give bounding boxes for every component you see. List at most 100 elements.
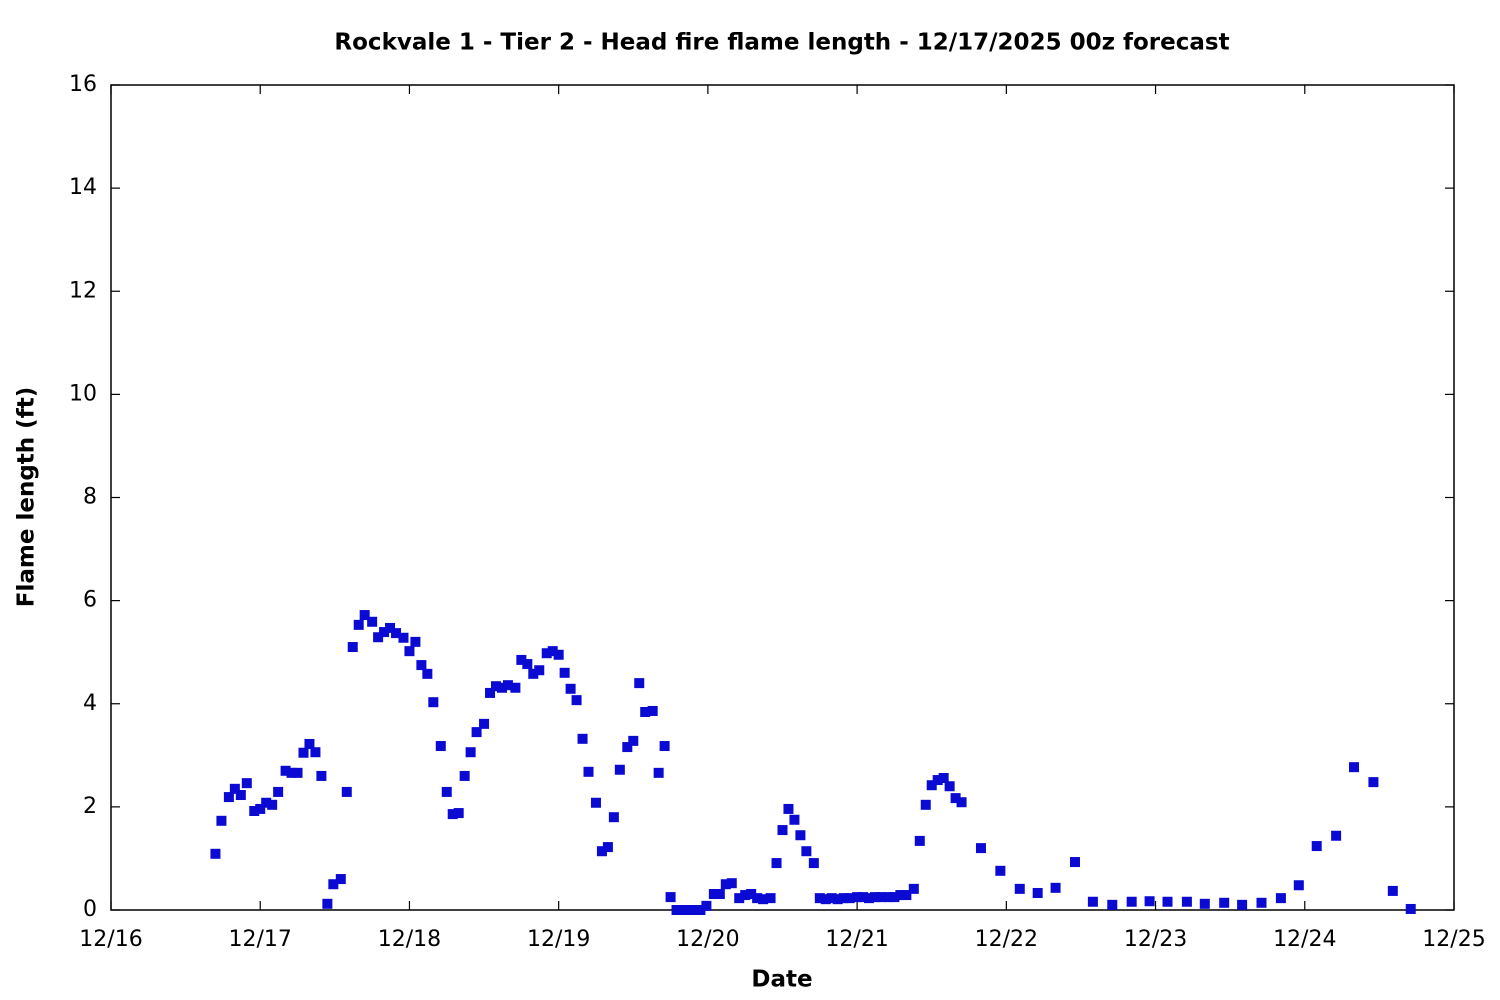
point [261, 797, 272, 808]
point [1387, 885, 1398, 896]
point [516, 654, 527, 665]
point [920, 799, 931, 810]
point [465, 747, 476, 758]
point [367, 616, 378, 627]
point [590, 797, 601, 808]
point [459, 770, 470, 781]
point [441, 786, 452, 797]
point [322, 898, 333, 909]
y-tick-label: 12 [69, 278, 97, 303]
point [510, 682, 521, 693]
x-tick-label: 12/17 [229, 927, 292, 952]
point [541, 648, 552, 659]
x-tick-label: 12/20 [676, 927, 739, 952]
point [1087, 896, 1098, 907]
plot-frame [110, 84, 1455, 911]
point [534, 665, 545, 676]
point [783, 803, 794, 814]
point [571, 695, 582, 706]
point [789, 814, 800, 825]
x-tick-label: 12/18 [378, 927, 441, 952]
point [895, 890, 906, 901]
point [771, 858, 782, 869]
point [908, 883, 919, 894]
point [398, 632, 409, 643]
point [950, 793, 961, 804]
point [286, 767, 297, 778]
point [628, 735, 639, 746]
point [640, 707, 651, 717]
point [292, 767, 303, 778]
point [490, 681, 501, 692]
x-axis-title: Date [751, 967, 812, 993]
point [216, 815, 227, 826]
point [665, 892, 676, 903]
x-tick-label: 12/16 [79, 927, 142, 952]
point [844, 893, 855, 904]
point [347, 642, 358, 653]
y-tick-label: 2 [83, 794, 97, 819]
point [596, 846, 607, 857]
point [777, 825, 788, 836]
point [795, 830, 806, 841]
point [726, 878, 737, 889]
point [565, 683, 576, 694]
point [447, 809, 458, 820]
point [428, 697, 439, 708]
point [1144, 896, 1155, 907]
point [255, 803, 266, 814]
point [864, 893, 875, 904]
point [485, 687, 496, 698]
point [801, 846, 812, 857]
point [583, 766, 594, 777]
x-tick-label: 12/21 [825, 927, 888, 952]
point [975, 843, 986, 854]
point [608, 812, 619, 823]
point [280, 765, 291, 776]
point [932, 775, 943, 786]
point [1311, 841, 1322, 852]
y-tick-label: 8 [83, 485, 97, 510]
point [752, 893, 763, 904]
point [385, 622, 396, 633]
point [1293, 880, 1304, 891]
point [435, 741, 446, 752]
point [914, 835, 925, 846]
point [734, 893, 745, 904]
point [210, 848, 221, 859]
y-tick-label: 6 [83, 588, 97, 613]
point [901, 890, 912, 901]
point [938, 773, 949, 783]
point [471, 727, 482, 738]
point [249, 806, 260, 816]
point [1219, 897, 1230, 908]
point [229, 783, 240, 794]
point [602, 842, 613, 853]
point [838, 893, 849, 904]
point [653, 767, 664, 778]
chart-title: Rockvale 1 - Tier 2 - Head fire flame le… [334, 30, 1229, 56]
point [1256, 897, 1267, 908]
point [1162, 896, 1173, 907]
point [883, 892, 894, 903]
y-tick-label: 10 [69, 381, 97, 406]
point [634, 678, 645, 689]
point [956, 797, 967, 808]
point [235, 790, 246, 801]
point [1107, 899, 1118, 910]
point [695, 905, 706, 915]
y-tick-label: 16 [69, 72, 97, 97]
point [559, 667, 570, 678]
point [1349, 762, 1360, 773]
point [304, 738, 315, 749]
point [223, 792, 234, 803]
point [1368, 777, 1379, 788]
point [701, 900, 712, 911]
point [373, 632, 384, 643]
point [858, 892, 869, 903]
y-tick-label: 4 [83, 691, 97, 716]
point [995, 865, 1006, 876]
point [1237, 899, 1248, 910]
point [298, 747, 309, 758]
